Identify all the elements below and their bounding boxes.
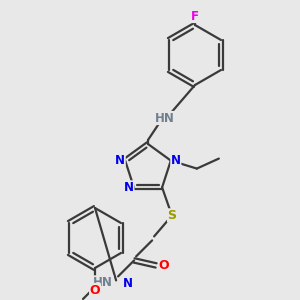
Text: HN: HN — [155, 112, 175, 124]
Text: O: O — [90, 284, 100, 296]
Text: N: N — [123, 277, 133, 290]
Text: F: F — [191, 10, 199, 22]
Text: O: O — [159, 259, 170, 272]
Text: N: N — [171, 154, 181, 167]
Text: N: N — [124, 181, 134, 194]
Text: S: S — [168, 209, 177, 222]
Text: HN: HN — [93, 276, 113, 289]
Text: N: N — [115, 154, 125, 167]
